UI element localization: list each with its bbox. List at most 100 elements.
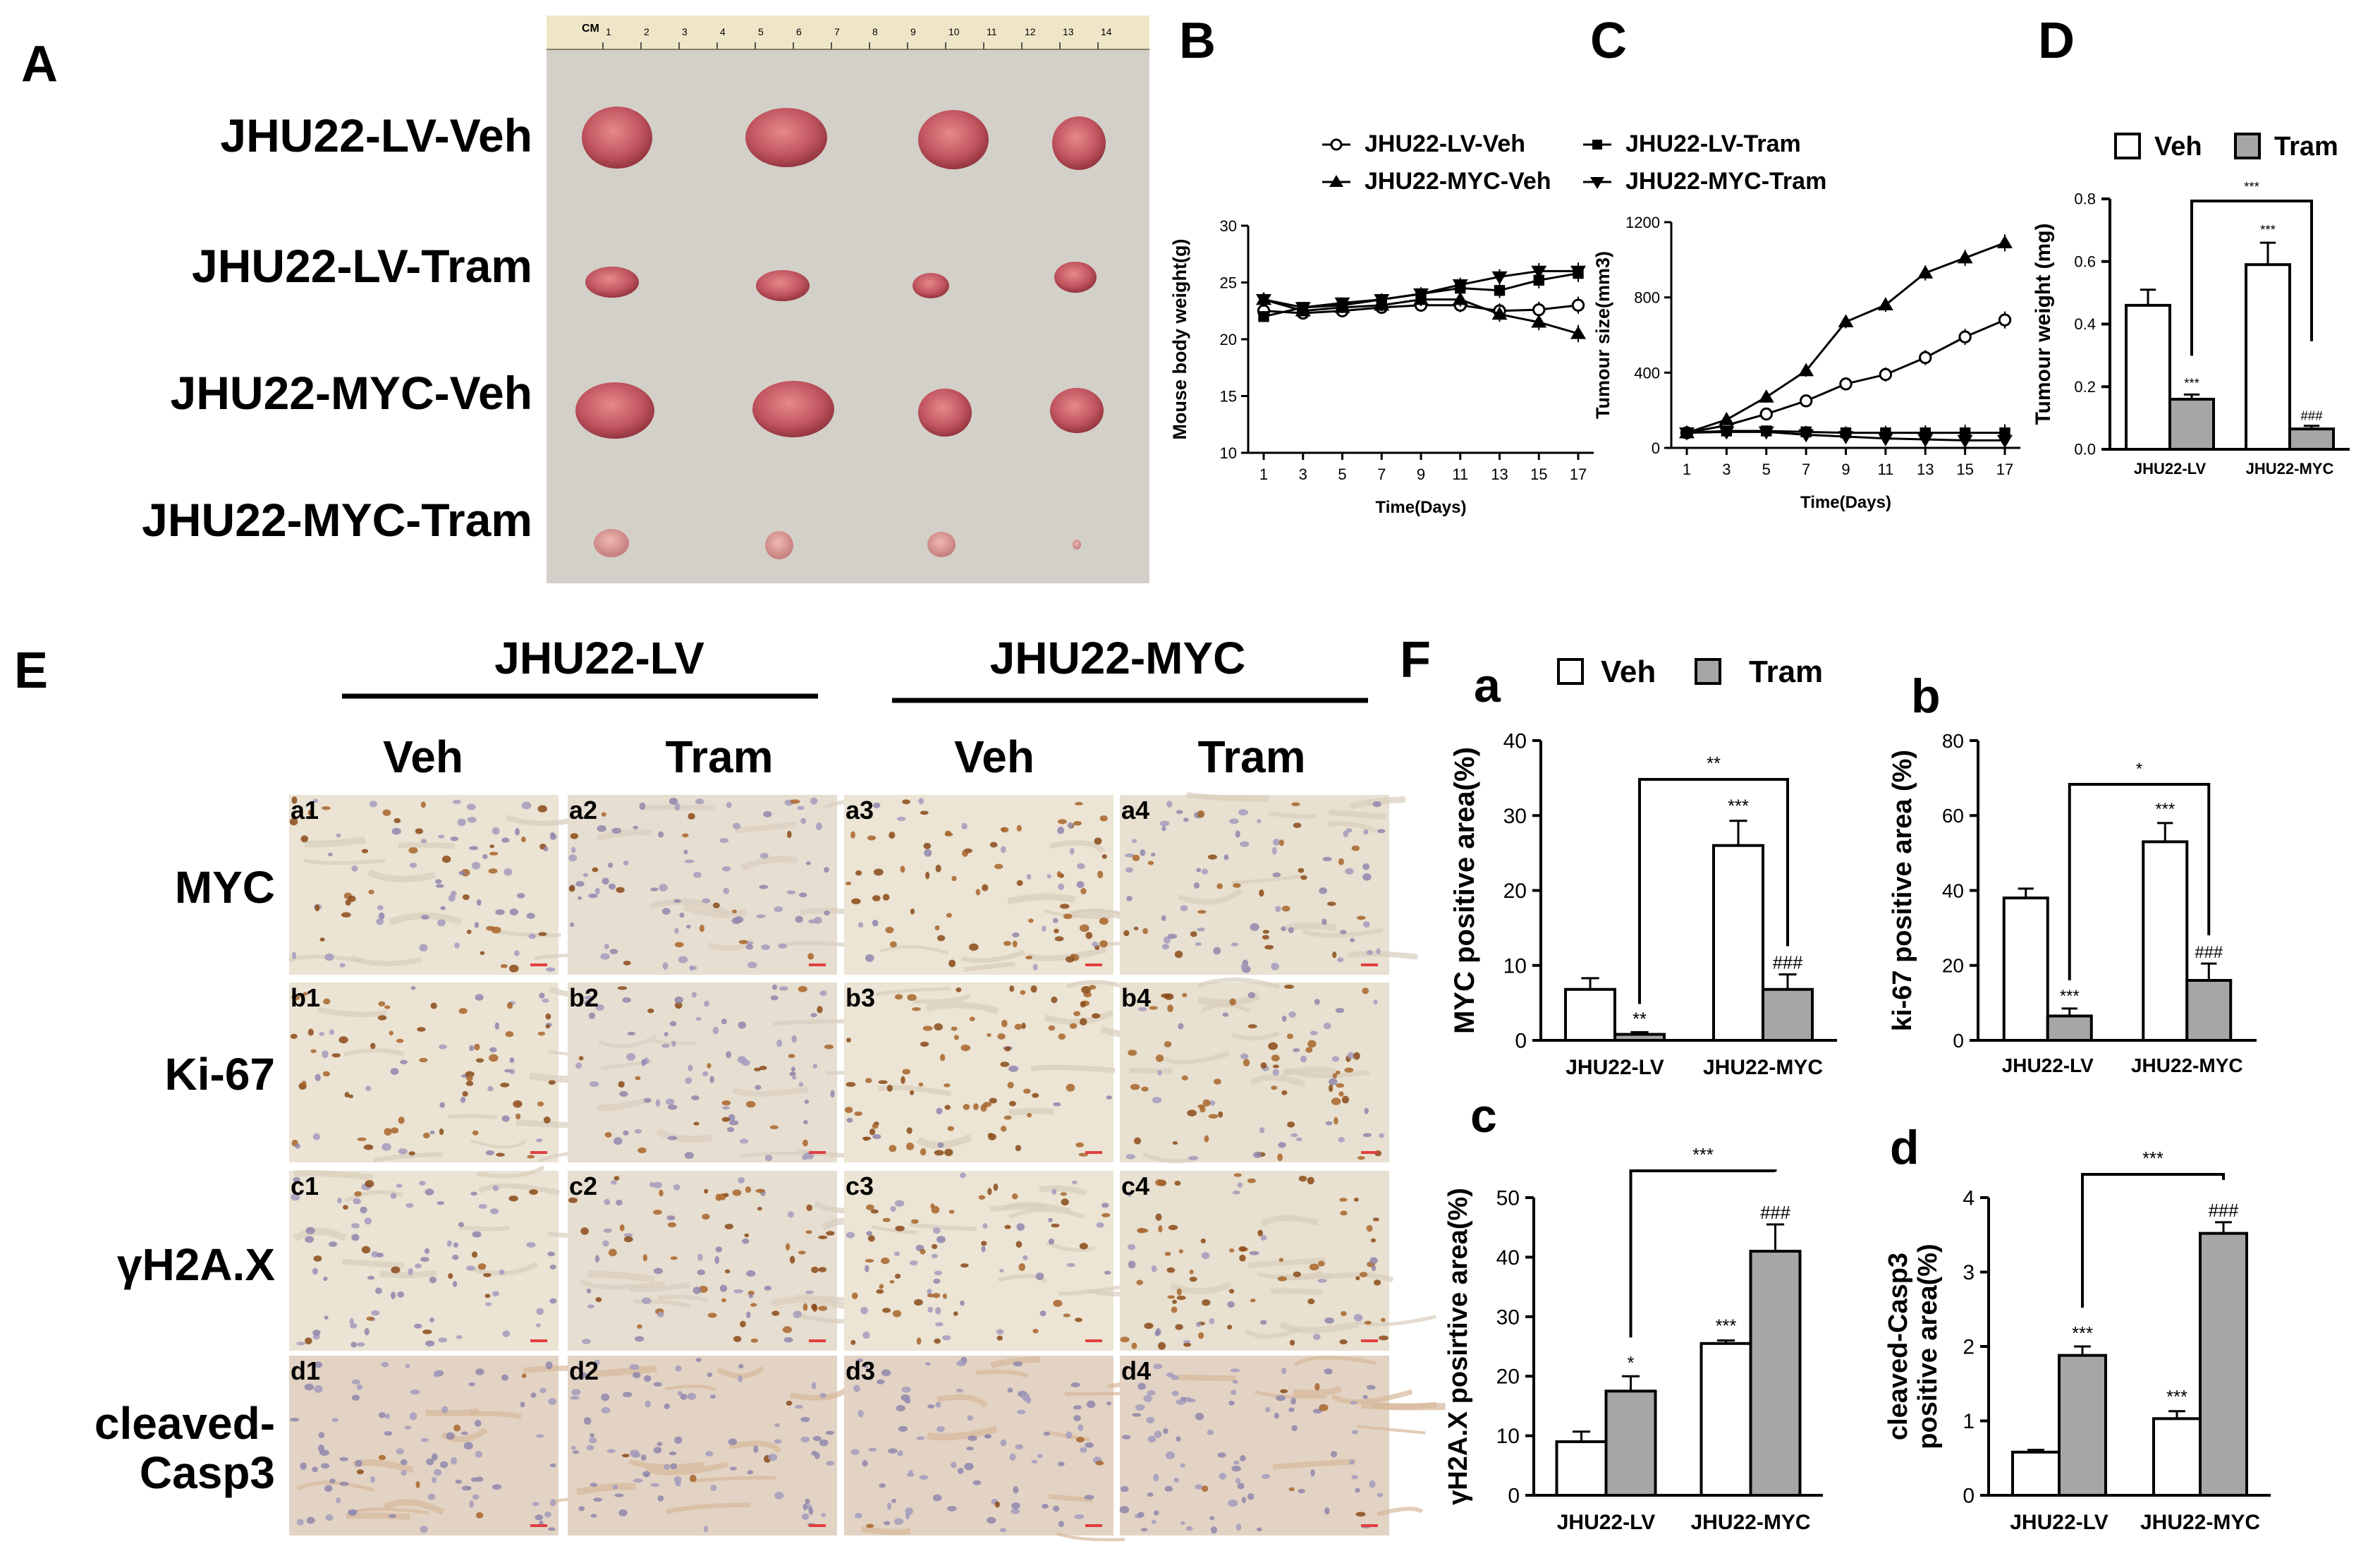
tissue-fiber (1254, 1389, 1327, 1399)
comparison-bracket (2068, 783, 2211, 980)
tile-label: c1 (291, 1172, 319, 1200)
y-tick-label: 30 (1503, 805, 1527, 828)
cell-nucleus (936, 1107, 943, 1114)
tissue-fiber (633, 1299, 692, 1309)
bar-tram (2046, 1014, 2093, 1042)
cell-nucleus (633, 825, 639, 829)
cell-nucleus (391, 1266, 401, 1274)
cell-nucleus (364, 1217, 372, 1225)
cell-nucleus (897, 1450, 903, 1456)
cell-nucleus (1058, 819, 1067, 825)
cell-nucleus (1230, 1368, 1240, 1373)
cell-nucleus (1235, 1523, 1242, 1531)
cell-nucleus (1137, 1227, 1146, 1234)
cell-nucleus (755, 1085, 762, 1090)
cell-nucleus (947, 1126, 955, 1131)
cell-nucleus (1327, 901, 1336, 906)
cell-nucleus (1154, 1510, 1159, 1516)
legend-f: Veh Tram (1557, 655, 1823, 689)
cell-nucleus (1159, 820, 1170, 827)
tissue-fiber (1027, 947, 1107, 961)
tile-label: a2 (569, 796, 597, 825)
row-label-casp3-line2: Casp3 (140, 1447, 275, 1498)
y-tick-label: 0.0 (2074, 441, 2096, 458)
tumour-specimen (1054, 262, 1097, 293)
cell-nucleus (855, 870, 862, 876)
cell-nucleus (811, 1303, 817, 1310)
scale-bar (530, 1524, 547, 1527)
cell-nucleus (292, 951, 297, 960)
row-label-myc-tram: JHU22-MYC-Tram (142, 494, 532, 546)
cell-nucleus (1290, 1133, 1298, 1138)
cell-nucleus (898, 1425, 908, 1433)
cell-nucleus (1161, 993, 1171, 998)
cell-nucleus (1335, 1070, 1341, 1075)
cell-nucleus (1012, 940, 1018, 948)
cell-nucleus (1131, 1342, 1137, 1349)
tissue-fiber (963, 961, 1015, 972)
significance-label: ** (1633, 1009, 1647, 1029)
cell-nucleus (348, 1094, 354, 1098)
ihc-tile: d2 (568, 1356, 850, 1535)
cell-nucleus (811, 1382, 817, 1390)
cell-nucleus (508, 1196, 518, 1202)
cell-nucleus (948, 1210, 955, 1214)
cell-nucleus (1268, 1042, 1278, 1050)
cell-nucleus (1001, 846, 1006, 853)
cell-nucleus (1183, 817, 1189, 822)
cell-nucleus (1023, 1255, 1028, 1260)
cell-nucleus (439, 1461, 448, 1468)
cell-nucleus (1281, 1090, 1288, 1095)
cell-nucleus (1132, 1413, 1142, 1417)
tissue-fiber (872, 1225, 918, 1234)
cell-nucleus (1238, 1246, 1247, 1252)
cell-nucleus (465, 1081, 474, 1086)
cell-nucleus (1197, 810, 1205, 818)
cell-nucleus (1106, 1401, 1111, 1406)
tissue-fiber (1044, 1009, 1113, 1026)
cell-nucleus (1271, 1054, 1280, 1062)
cell-nucleus (1347, 1052, 1355, 1059)
cell-nucleus (429, 1318, 434, 1322)
cell-nucleus (1101, 1203, 1109, 1208)
cell-nucleus (1310, 1030, 1318, 1035)
significance-label: *** (1716, 1317, 1737, 1337)
cell-nucleus (474, 1420, 482, 1427)
scale-bar (530, 963, 547, 966)
cell-nucleus (1143, 1394, 1152, 1402)
cell-nucleus (1325, 1121, 1333, 1126)
y-tick-label: 0.8 (2074, 190, 2096, 208)
cell-nucleus (1174, 1181, 1181, 1186)
cell-nucleus (1247, 992, 1256, 999)
row-label-casp3-line1: cleaved- (94, 1398, 275, 1449)
cell-nucleus (1085, 1442, 1094, 1448)
cell-nucleus (1372, 801, 1381, 808)
cell-nucleus (398, 1117, 405, 1124)
cell-nucleus (1060, 1192, 1068, 1196)
cell-nucleus (800, 1416, 810, 1423)
cell-nucleus (846, 1082, 856, 1088)
cell-nucleus (1208, 1114, 1219, 1119)
data-point (1838, 314, 1854, 328)
cell-nucleus (733, 822, 741, 829)
cell-nucleus (548, 1527, 556, 1531)
cell-nucleus (578, 896, 582, 900)
cell-nucleus (877, 1379, 885, 1385)
cell-nucleus (1140, 849, 1146, 856)
data-point (1256, 293, 1271, 308)
tile-label: d2 (569, 1356, 599, 1385)
cell-nucleus (1078, 1424, 1084, 1431)
cell-nucleus (623, 1233, 633, 1237)
cell-nucleus (396, 1184, 403, 1188)
cell-nucleus (1341, 1095, 1350, 1104)
cell-nucleus (1332, 951, 1337, 959)
y-tick-label: 0.2 (2074, 378, 2096, 396)
cell-nucleus (691, 1095, 700, 1101)
cell-nucleus (1007, 1387, 1013, 1393)
cell-nucleus (545, 1013, 551, 1020)
category-label: JHU22-MYC (2140, 1511, 2260, 1534)
photo-background (547, 16, 1149, 583)
y-axis-label: MYC positive area(%) (1449, 747, 1480, 1034)
cell-nucleus (391, 1291, 396, 1299)
cell-nucleus (1054, 928, 1059, 934)
